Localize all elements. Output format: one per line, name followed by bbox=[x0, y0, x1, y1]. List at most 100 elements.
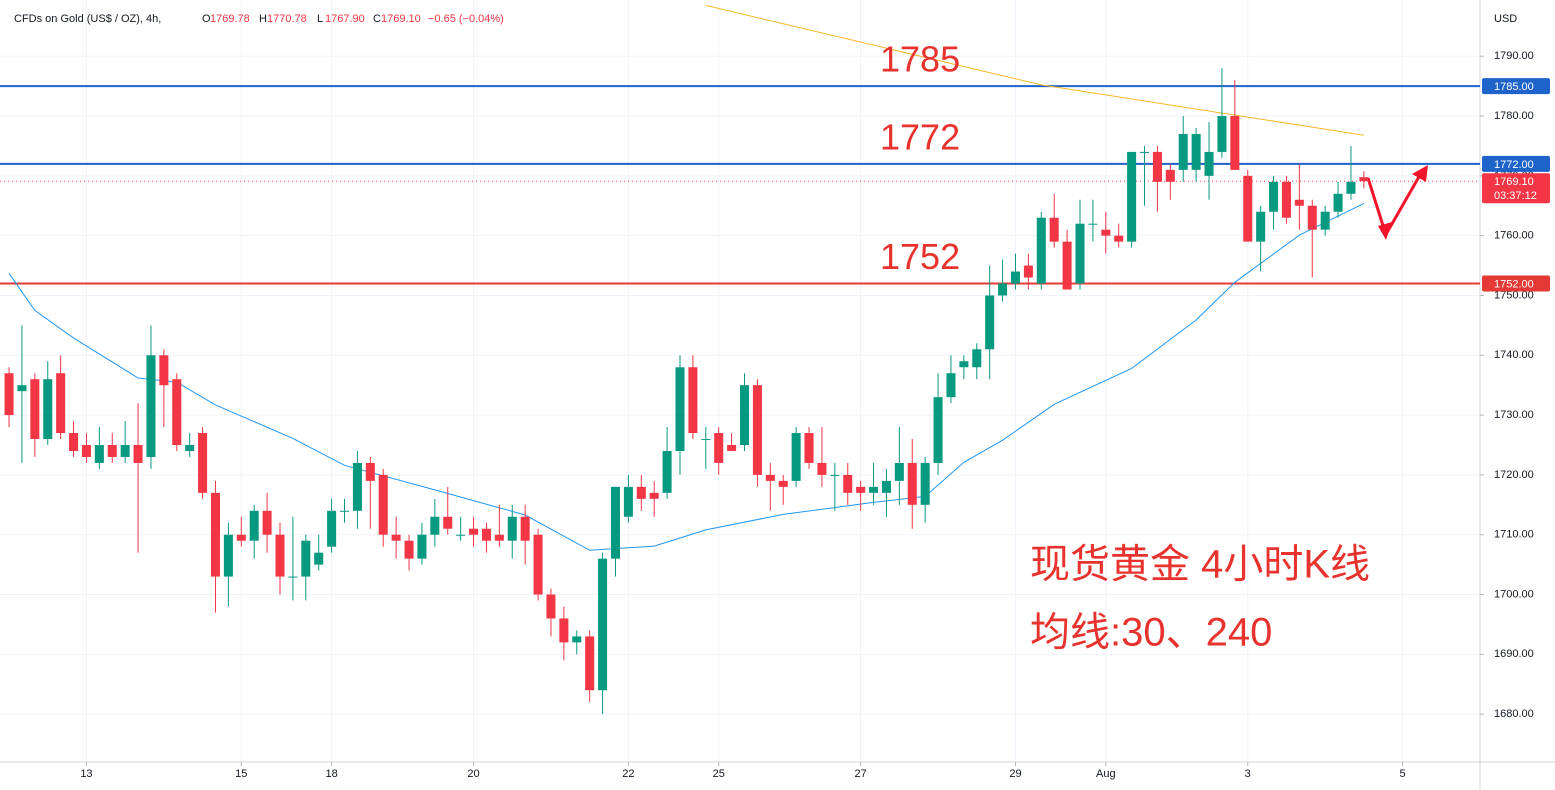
candle-body bbox=[1217, 116, 1227, 152]
level-tag-label: 1772.00 bbox=[1494, 159, 1534, 171]
last-price-label: 1769.10 bbox=[1494, 176, 1534, 188]
candle-body bbox=[1088, 223, 1098, 225]
y-tick-label: 1740.00 bbox=[1494, 349, 1534, 361]
candle-body bbox=[1049, 217, 1059, 242]
candle-body bbox=[275, 534, 285, 577]
candle-body bbox=[210, 492, 220, 577]
candle-body bbox=[1127, 151, 1137, 242]
y-tick-label: 1730.00 bbox=[1494, 409, 1534, 421]
candle-body bbox=[765, 474, 775, 481]
level-tag bbox=[1482, 78, 1550, 95]
candle-body bbox=[559, 618, 569, 643]
candle-body bbox=[1101, 229, 1111, 236]
x-tick-label: 25 bbox=[713, 768, 725, 780]
candle-body bbox=[727, 444, 737, 451]
candle-body bbox=[1140, 151, 1150, 153]
candle-body bbox=[30, 379, 40, 440]
candle-body bbox=[301, 540, 311, 577]
level-tag bbox=[1482, 275, 1550, 292]
candle-body bbox=[1281, 181, 1291, 218]
candle-body bbox=[456, 534, 466, 536]
level-tag bbox=[1482, 155, 1550, 172]
arrow-up bbox=[1383, 174, 1422, 237]
candle-body bbox=[469, 528, 479, 535]
candle-body bbox=[1062, 241, 1072, 290]
level-tag-label: 1785.00 bbox=[1494, 81, 1534, 93]
candle-body bbox=[43, 379, 53, 440]
ohlc-value: 1767.90 bbox=[325, 13, 365, 25]
candle-body bbox=[740, 385, 750, 445]
arrow-down bbox=[1366, 177, 1387, 233]
candle-body bbox=[1114, 235, 1124, 242]
candle-body bbox=[378, 474, 388, 535]
candle-body bbox=[881, 480, 891, 493]
candle-body bbox=[185, 444, 195, 451]
candle-body bbox=[262, 510, 272, 535]
x-tick-label: 3 bbox=[1245, 768, 1251, 780]
candle-body bbox=[507, 516, 517, 541]
x-tick-label: 22 bbox=[622, 768, 634, 780]
candle-body bbox=[198, 433, 208, 493]
candle-body bbox=[662, 450, 672, 493]
level-tag-label: 1752.00 bbox=[1494, 278, 1534, 290]
ohlc-value: 1769.78 bbox=[210, 13, 250, 25]
candle-body bbox=[894, 462, 904, 481]
candle-body bbox=[172, 379, 182, 445]
candle-body bbox=[1178, 133, 1188, 170]
candle-body bbox=[443, 516, 453, 529]
candle-body bbox=[146, 355, 156, 457]
y-tick-label: 1680.00 bbox=[1494, 708, 1534, 720]
candle-body bbox=[546, 594, 556, 619]
candle-body bbox=[1036, 217, 1046, 284]
arrow bbox=[1366, 165, 1428, 240]
candle-body bbox=[391, 534, 401, 541]
candle-body bbox=[1294, 199, 1304, 206]
y-tick-label: 1700.00 bbox=[1494, 588, 1534, 600]
candle-body bbox=[327, 510, 337, 547]
y-tick-label: 1780.00 bbox=[1494, 110, 1534, 122]
candle-body bbox=[907, 462, 917, 505]
candle-body bbox=[572, 636, 582, 643]
candle-body bbox=[533, 534, 543, 595]
candle-body bbox=[223, 534, 233, 577]
candle-body bbox=[920, 462, 930, 505]
x-tick-label: 29 bbox=[1009, 768, 1021, 780]
candle-body bbox=[1010, 271, 1020, 284]
symbol: CFDs on Gold (US$ / OZ), 4h, bbox=[14, 13, 161, 25]
candle-body bbox=[1320, 211, 1330, 230]
candle-body bbox=[1359, 177, 1369, 182]
x-tick-label: 18 bbox=[325, 768, 337, 780]
candle-body bbox=[985, 295, 995, 350]
candle-body bbox=[481, 528, 491, 541]
moving-average bbox=[8, 202, 1365, 551]
candle-body bbox=[817, 462, 827, 475]
candle-body bbox=[1204, 151, 1214, 176]
candle-body bbox=[1269, 181, 1279, 212]
candle-body bbox=[120, 444, 130, 457]
candle-body bbox=[494, 534, 504, 541]
candle-body bbox=[81, 444, 91, 457]
ohlc-key: L bbox=[317, 13, 323, 25]
candle-body bbox=[714, 433, 724, 463]
candle-body bbox=[1333, 193, 1343, 212]
candle-body bbox=[1165, 169, 1175, 182]
candle-body bbox=[133, 444, 143, 463]
x-tick-label: 15 bbox=[235, 768, 247, 780]
candle-body bbox=[1191, 133, 1201, 170]
candle-body bbox=[417, 534, 427, 559]
candle-body bbox=[404, 540, 414, 559]
candle-body bbox=[17, 385, 27, 392]
candle-body bbox=[1075, 223, 1085, 284]
candle-body bbox=[804, 433, 814, 463]
x-tick-label: 27 bbox=[855, 768, 867, 780]
candle-body bbox=[430, 516, 440, 535]
candle-body bbox=[314, 552, 324, 565]
candle-body bbox=[843, 474, 853, 493]
note: 均线:30、240 bbox=[1030, 611, 1272, 655]
candle-body bbox=[94, 444, 104, 463]
y-tick-label: 1710.00 bbox=[1494, 529, 1534, 541]
candle-body bbox=[610, 486, 620, 559]
candle-body bbox=[520, 516, 530, 541]
candle-body bbox=[159, 355, 169, 386]
